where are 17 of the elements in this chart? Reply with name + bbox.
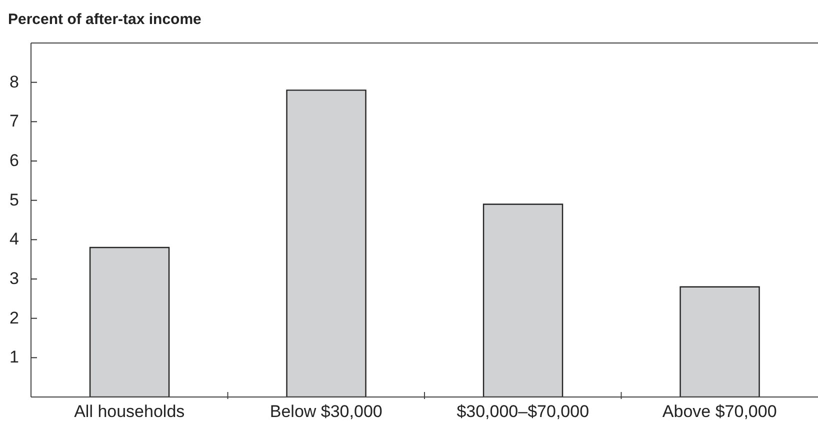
x-tick-label: $30,000–$70,000 [456,402,590,422]
x-tick-label: Above $70,000 [662,402,777,422]
bar [286,90,366,397]
bar [89,246,170,397]
x-tick-label: All households [74,402,185,422]
y-tick-label: 3 [10,269,19,288]
y-tick-label: 2 [10,308,19,328]
y-tick-label: 5 [10,190,19,210]
y-tick-label: 4 [10,230,19,249]
bar [680,286,760,397]
y-axis-title: Percent of after-tax income [8,10,202,30]
x-tick-label: Below $30,000 [270,402,382,422]
y-tick-label: 7 [10,112,19,131]
y-tick-label: 1 [10,348,19,367]
y-tick-label: 8 [10,72,19,92]
bar [482,204,564,397]
y-tick-label: 6 [10,151,19,170]
